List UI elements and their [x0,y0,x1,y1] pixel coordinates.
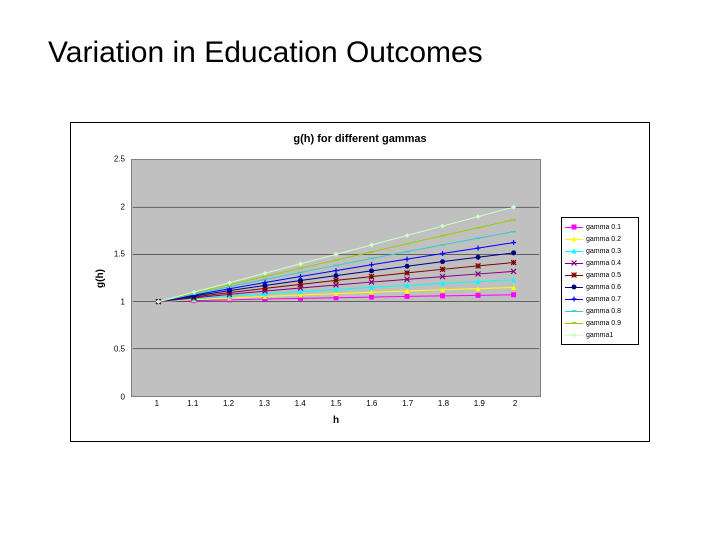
slide-title: Variation in Education Outcomes [48,36,483,70]
y-tick-label: 0.5 [114,345,125,354]
x-tick-label: 1.6 [366,399,377,408]
y-tick-label: 0 [121,393,125,402]
legend-label: gamma 0.3 [586,248,621,255]
x-tick-label: 1.4 [295,399,306,408]
y-tick-label: 1 [121,297,125,306]
legend-label: gamma 0.6 [586,284,621,291]
x-tick-label: 1 [155,399,159,408]
x-tick-label: 1.2 [223,399,234,408]
legend-label: gamma 0.7 [586,296,621,303]
plot-area [131,159,541,397]
legend-label: gamma1 [586,332,613,339]
chart-title: g(h) for different gammas [71,133,649,145]
legend-item: gamma 0.2 [565,233,635,245]
x-tick-label: 1.3 [259,399,270,408]
legend-label: gamma 0.8 [586,308,621,315]
legend-item: gamma 0.1 [565,221,635,233]
legend-item: gamma 0.7 [565,293,635,305]
legend-label: gamma 0.1 [586,224,621,231]
x-tick-label: 1.8 [438,399,449,408]
y-tick-label: 1.5 [114,250,125,259]
legend-item: gamma 0.8 [565,305,635,317]
x-tick-label: 1.5 [330,399,341,408]
chart-panel: g(h) for different gammas 0 0.5 1 1.5 2 2.5 1… [70,122,650,442]
legend-item: gamma 0.6 [565,281,635,293]
x-tick-label: 1.9 [474,399,485,408]
legend-label: gamma 0.4 [586,260,621,267]
y-axis-title: g(h) [95,269,106,288]
legend-item: gamma1 [565,329,635,341]
y-tick-label: 2.5 [114,155,125,164]
plot-svg [132,160,540,396]
x-tick-label: 2 [513,399,517,408]
legend-label: gamma 0.5 [586,272,621,279]
x-tick-labels: 1 1.1 1.2 1.3 1.4 1.5 1.6 1.7 1.8 1.9 2 [131,397,541,411]
legend-item: gamma 0.5 [565,269,635,281]
x-tick-label: 1.1 [187,399,198,408]
y-tick-label: 2 [121,202,125,211]
legend: gamma 0.1 gamma 0.2 gamma 0.3 gamma 0.4 gamm… [561,217,639,345]
legend-label: gamma 0.2 [586,236,621,243]
legend-item: gamma 0.4 [565,257,635,269]
legend-item: gamma 0.3 [565,245,635,257]
x-axis-title: h [131,415,541,426]
x-tick-label: 1.7 [402,399,413,408]
legend-label: gamma 0.9 [586,320,621,327]
legend-item: gamma 0.9 [565,317,635,329]
